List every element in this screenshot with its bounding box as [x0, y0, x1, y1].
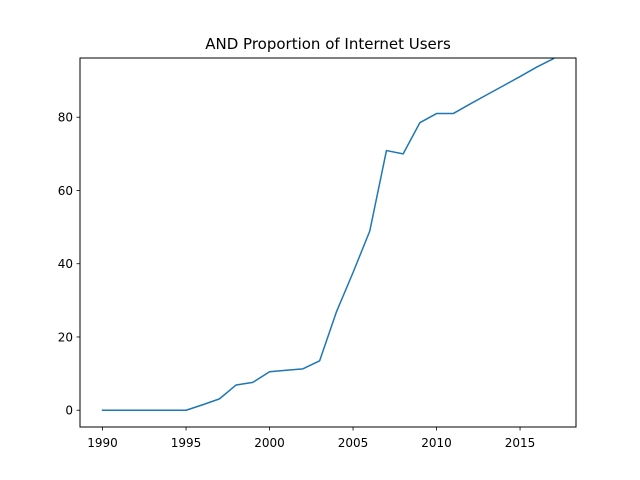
- chart-title: AND Proportion of Internet Users: [205, 35, 451, 53]
- y-axis: 0 20 40 60 80: [58, 111, 80, 418]
- x-axis: 1990 1995 2000 2005 2010 2015: [87, 427, 535, 450]
- series-line-0: [101, 57, 555, 411]
- x-tick-label: 2005: [338, 436, 369, 450]
- y-tick-label: 60: [58, 184, 73, 198]
- y-tick-label: 80: [58, 111, 73, 125]
- x-tick-label: 2010: [421, 436, 452, 450]
- y-tick-label: 20: [58, 330, 73, 344]
- series-layer: [101, 57, 555, 411]
- x-tick-label: 1995: [171, 436, 202, 450]
- x-tick-label: 2015: [505, 436, 536, 450]
- x-tick-label: 1990: [87, 436, 118, 450]
- plot-frame: [79, 57, 577, 428]
- x-tick-label: 2000: [254, 436, 285, 450]
- y-tick-label: 40: [58, 257, 73, 271]
- y-tick-label: 0: [65, 404, 73, 418]
